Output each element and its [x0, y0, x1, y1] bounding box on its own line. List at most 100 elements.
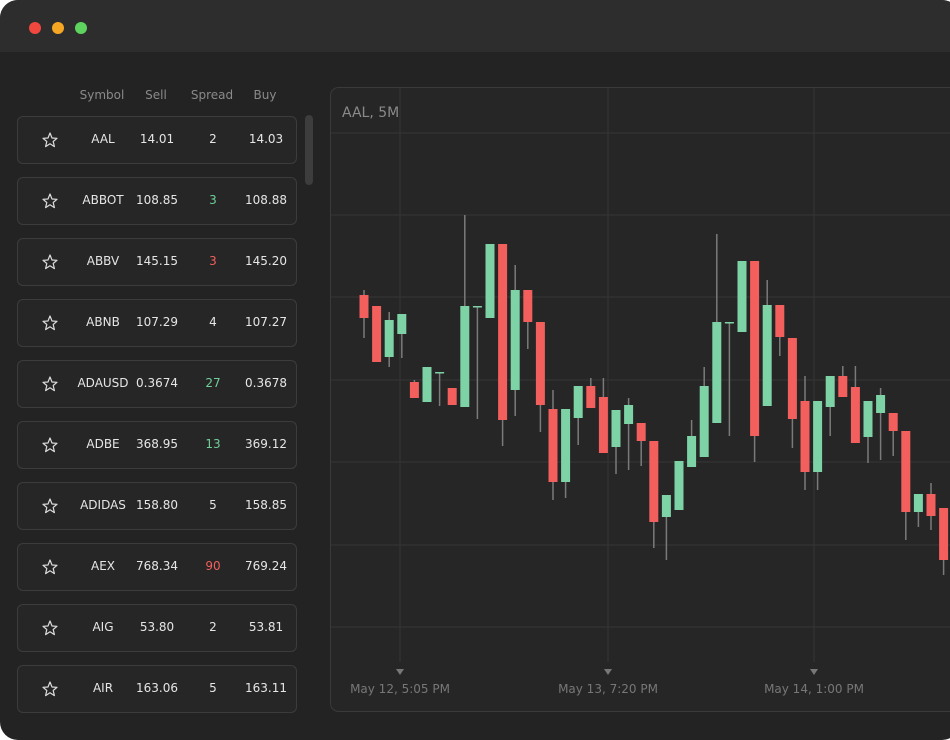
candle-body — [409, 382, 419, 398]
cell-symbol: ABBV — [86, 254, 120, 268]
x-tick-marker — [810, 669, 818, 675]
favorite-star[interactable] — [42, 315, 58, 331]
favorite-star[interactable] — [42, 498, 58, 514]
cell-spread: 5 — [209, 498, 217, 512]
x-tick-label: May 12, 5:05 PM — [350, 682, 450, 696]
cell-spread: 90 — [205, 559, 221, 573]
candle-body — [472, 306, 482, 308]
cell-sell: 163.06 — [136, 681, 178, 695]
candle-body — [460, 306, 470, 407]
candle-body — [485, 244, 495, 318]
cell-spread: 5 — [209, 681, 217, 695]
cell-buy: 145.20 — [245, 254, 287, 268]
title-bar — [0, 0, 950, 52]
candle-body — [787, 338, 797, 419]
candle-body — [510, 290, 520, 390]
cell-symbol: AIR — [92, 681, 114, 695]
cell-buy: 163.11 — [245, 681, 287, 695]
favorite-star[interactable] — [42, 193, 58, 209]
favorite-star[interactable] — [42, 559, 58, 575]
symbol-row[interactable]: ABBV 145.15 3 145.20 — [17, 238, 297, 286]
cell-buy: 769.24 — [245, 559, 287, 573]
candle-body — [674, 461, 684, 510]
cell-symbol: ADIDAS — [80, 498, 126, 512]
candle-body — [800, 401, 810, 472]
candle-body — [888, 413, 898, 431]
candle-body — [813, 401, 823, 472]
favorite-star[interactable] — [42, 376, 58, 392]
cell-symbol: ADAUSD — [77, 376, 129, 390]
candle-body — [712, 322, 722, 423]
favorite-star[interactable] — [42, 132, 58, 148]
symbol-row[interactable]: AAL 14.01 2 14.03 — [17, 116, 297, 164]
candle-body — [687, 436, 697, 467]
candle-body — [372, 306, 382, 362]
candle-body — [498, 244, 508, 420]
cell-symbol: AEX — [90, 559, 116, 573]
symbol-row[interactable]: ADAUSD 0.3674 27 0.3678 — [17, 360, 297, 408]
cell-symbol: ABNB — [86, 315, 120, 329]
symbol-row[interactable]: ABNB 107.29 4 107.27 — [17, 299, 297, 347]
x-tick-marker — [396, 669, 404, 675]
cell-buy: 14.03 — [248, 132, 284, 146]
favorite-star[interactable] — [42, 437, 58, 453]
symbol-row[interactable]: AIR 163.06 5 163.11 — [17, 665, 297, 713]
symbol-row[interactable]: ABBOT 108.85 3 108.88 — [17, 177, 297, 225]
candle-body — [561, 409, 571, 482]
minimize-button[interactable] — [52, 22, 64, 34]
candle-body — [926, 494, 936, 516]
column-header: Spread — [190, 88, 234, 102]
column-header: Sell — [145, 88, 167, 102]
candle-body — [422, 367, 432, 402]
candle-body — [838, 376, 848, 397]
symbol-row[interactable]: ADIDAS 158.80 5 158.85 — [17, 482, 297, 530]
cell-spread: 3 — [209, 193, 217, 207]
cell-symbol: ABBOT — [82, 193, 124, 207]
cell-sell: 14.01 — [139, 132, 175, 146]
favorite-star[interactable] — [42, 681, 58, 697]
cell-sell: 768.34 — [136, 559, 178, 573]
scrollbar[interactable] — [305, 115, 313, 185]
candle-body — [825, 376, 835, 407]
cell-spread: 2 — [209, 132, 217, 146]
cell-symbol: AAL — [91, 132, 115, 146]
chart-panel — [330, 87, 950, 712]
candle-body — [523, 290, 533, 322]
chart-title: AAL, 5M — [342, 105, 399, 121]
symbol-row[interactable]: AIG 53.80 2 53.81 — [17, 604, 297, 652]
cell-spread: 13 — [205, 437, 221, 451]
cell-spread: 3 — [209, 254, 217, 268]
favorite-star[interactable] — [42, 254, 58, 270]
maximize-button[interactable] — [75, 22, 87, 34]
candle-body — [435, 372, 445, 374]
candle-body — [939, 508, 949, 560]
cell-spread: 27 — [205, 376, 221, 390]
cell-spread: 2 — [209, 620, 217, 634]
x-tick-label: May 14, 1:00 PM — [764, 682, 864, 696]
symbol-row[interactable]: ADBE 368.95 13 369.12 — [17, 421, 297, 469]
candle-body — [737, 261, 747, 332]
candle-body — [447, 388, 457, 405]
candle-body — [611, 410, 621, 447]
candle-body — [548, 409, 558, 482]
candle-body — [535, 322, 545, 405]
symbol-row[interactable]: AEX 768.34 90 769.24 — [17, 543, 297, 591]
candle-body — [573, 386, 583, 418]
candle-body — [913, 494, 923, 512]
candle-body — [649, 441, 659, 522]
candle-body — [863, 401, 873, 437]
cell-sell: 53.80 — [139, 620, 175, 634]
x-tick-marker — [604, 669, 612, 675]
candle-body — [384, 320, 394, 357]
close-button[interactable] — [29, 22, 41, 34]
candle-body — [598, 397, 608, 453]
cell-buy: 158.85 — [245, 498, 287, 512]
candle-body — [624, 405, 634, 424]
candle-body — [775, 305, 785, 337]
favorite-star[interactable] — [42, 620, 58, 636]
x-tick-label: May 13, 7:20 PM — [558, 682, 658, 696]
